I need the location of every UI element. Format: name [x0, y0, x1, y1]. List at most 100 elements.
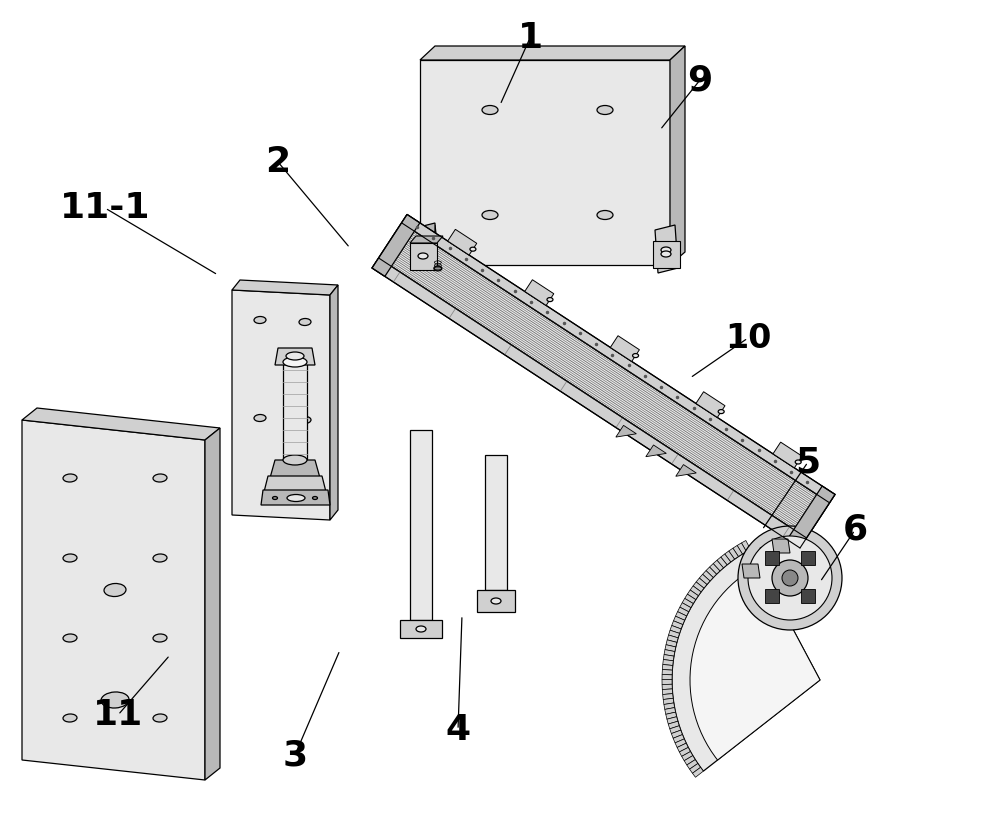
Polygon shape — [717, 557, 727, 568]
Polygon shape — [372, 258, 807, 548]
Ellipse shape — [299, 319, 311, 326]
Polygon shape — [400, 620, 442, 638]
Polygon shape — [670, 625, 681, 634]
Polygon shape — [690, 586, 701, 596]
Polygon shape — [703, 570, 713, 581]
Ellipse shape — [63, 474, 77, 482]
Polygon shape — [420, 60, 670, 265]
Polygon shape — [687, 760, 698, 770]
Polygon shape — [673, 735, 684, 743]
Polygon shape — [772, 539, 790, 553]
Polygon shape — [662, 675, 672, 680]
Polygon shape — [706, 567, 717, 578]
Ellipse shape — [286, 352, 304, 360]
Polygon shape — [485, 455, 507, 590]
Polygon shape — [677, 743, 688, 752]
Polygon shape — [205, 428, 220, 780]
Polygon shape — [682, 751, 693, 760]
Ellipse shape — [470, 247, 476, 251]
Polygon shape — [663, 659, 673, 666]
Polygon shape — [669, 630, 680, 638]
Ellipse shape — [416, 626, 426, 632]
Ellipse shape — [482, 211, 498, 220]
Polygon shape — [671, 730, 682, 738]
Polygon shape — [685, 594, 696, 603]
Ellipse shape — [104, 584, 126, 597]
Ellipse shape — [254, 415, 266, 421]
Polygon shape — [402, 215, 835, 503]
Text: 11: 11 — [93, 698, 143, 732]
Polygon shape — [525, 280, 554, 305]
Polygon shape — [710, 564, 720, 574]
Ellipse shape — [299, 416, 311, 424]
Polygon shape — [415, 225, 440, 273]
Polygon shape — [662, 664, 673, 670]
Polygon shape — [666, 639, 677, 647]
Ellipse shape — [63, 634, 77, 642]
Circle shape — [748, 536, 832, 620]
Ellipse shape — [597, 211, 613, 220]
Polygon shape — [675, 739, 686, 747]
Ellipse shape — [482, 105, 498, 114]
Polygon shape — [655, 225, 678, 273]
Polygon shape — [261, 490, 330, 505]
Text: 10: 10 — [725, 322, 771, 355]
Wedge shape — [672, 549, 820, 771]
Ellipse shape — [254, 317, 266, 323]
Ellipse shape — [547, 298, 553, 301]
Polygon shape — [765, 589, 779, 603]
Polygon shape — [670, 46, 685, 265]
Ellipse shape — [63, 554, 77, 562]
Text: 9: 9 — [687, 63, 713, 97]
Text: 5: 5 — [795, 445, 821, 479]
Ellipse shape — [434, 266, 442, 271]
Polygon shape — [665, 644, 676, 652]
Polygon shape — [787, 486, 835, 548]
Polygon shape — [232, 280, 338, 295]
Polygon shape — [679, 747, 690, 756]
Polygon shape — [696, 578, 707, 588]
Ellipse shape — [597, 105, 613, 114]
Circle shape — [738, 526, 842, 630]
Polygon shape — [667, 635, 678, 643]
Ellipse shape — [101, 692, 129, 708]
Text: 1: 1 — [517, 21, 543, 55]
Polygon shape — [801, 551, 815, 565]
Ellipse shape — [283, 357, 307, 367]
Ellipse shape — [153, 634, 167, 642]
Polygon shape — [662, 669, 672, 675]
Polygon shape — [664, 649, 675, 656]
Polygon shape — [672, 621, 683, 629]
Polygon shape — [667, 717, 678, 724]
Polygon shape — [283, 362, 307, 460]
Polygon shape — [737, 543, 746, 554]
Polygon shape — [22, 408, 220, 440]
Polygon shape — [616, 425, 636, 437]
Polygon shape — [699, 574, 710, 584]
Ellipse shape — [153, 474, 167, 482]
Polygon shape — [682, 598, 693, 607]
Polygon shape — [662, 680, 672, 685]
Ellipse shape — [661, 247, 671, 253]
Ellipse shape — [633, 354, 639, 357]
Polygon shape — [684, 756, 695, 765]
Polygon shape — [713, 560, 723, 571]
Polygon shape — [666, 712, 677, 719]
Polygon shape — [760, 535, 820, 578]
Ellipse shape — [312, 496, 318, 500]
Polygon shape — [663, 698, 674, 704]
Polygon shape — [742, 564, 760, 578]
Polygon shape — [410, 430, 432, 620]
Polygon shape — [275, 348, 315, 365]
Polygon shape — [676, 464, 696, 477]
Polygon shape — [765, 551, 779, 565]
Polygon shape — [420, 46, 685, 60]
Polygon shape — [680, 602, 691, 611]
Polygon shape — [741, 541, 751, 551]
Polygon shape — [721, 554, 731, 565]
Polygon shape — [477, 590, 515, 612]
Polygon shape — [270, 460, 320, 478]
Wedge shape — [690, 565, 820, 760]
Polygon shape — [729, 548, 738, 559]
Polygon shape — [733, 546, 742, 556]
